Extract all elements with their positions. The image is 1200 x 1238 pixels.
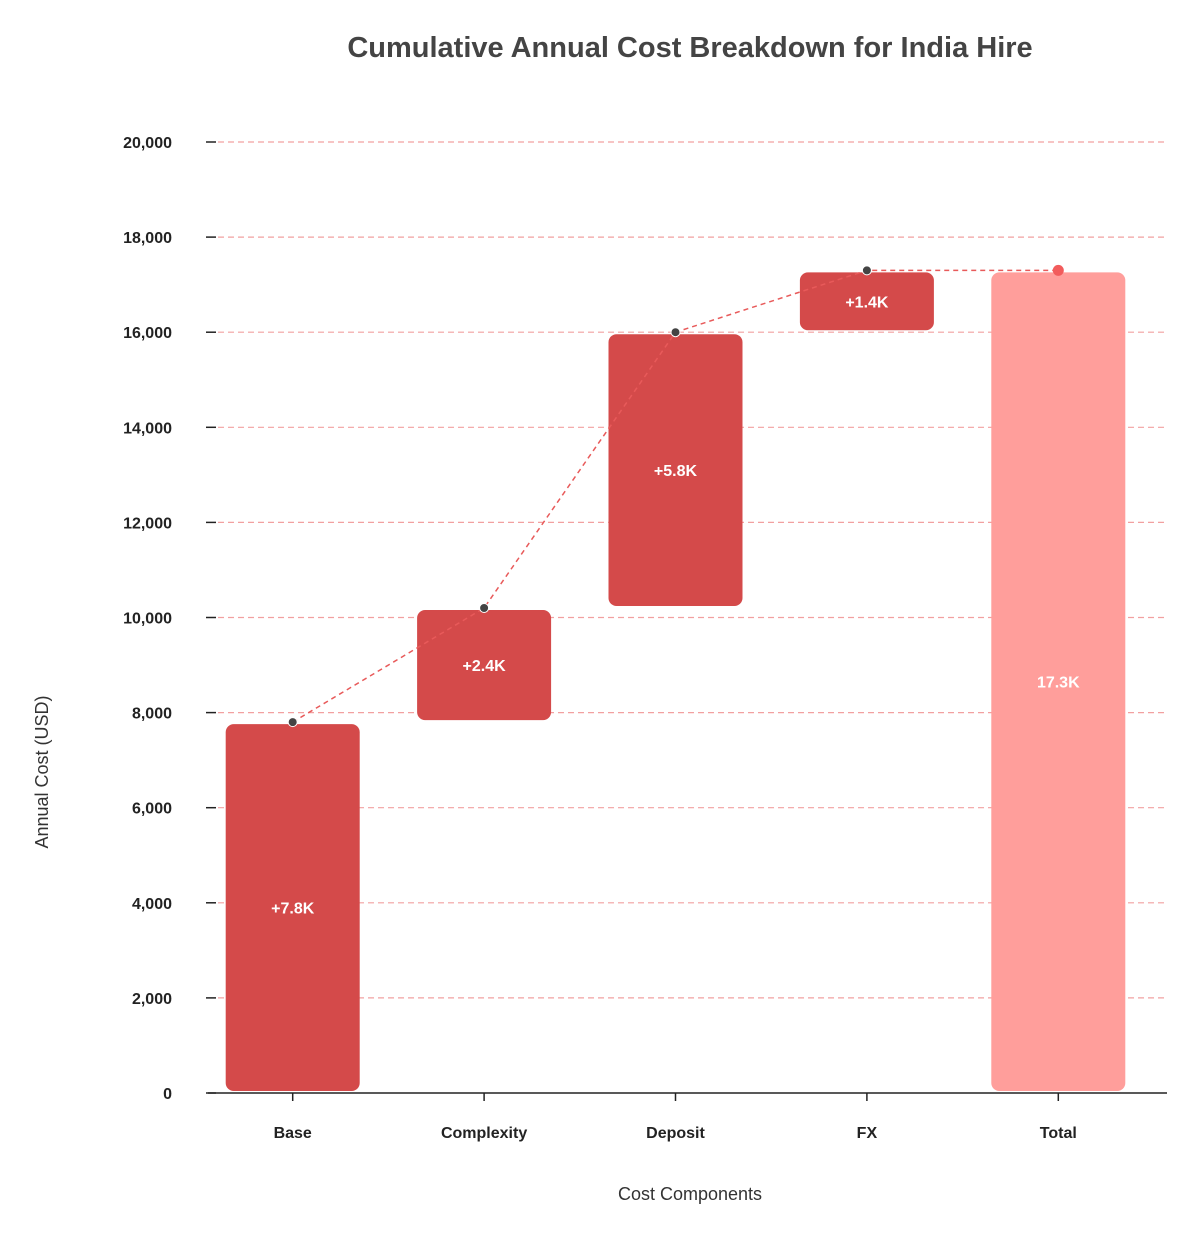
y-axis-title: Annual Cost (USD) [32,695,52,848]
bar-total [991,272,1126,1091]
y-tick-label: 4,000 [132,896,172,913]
x-axis: Base Complexity Deposit FX Total [208,1092,1167,1142]
connector-line [287,264,1064,728]
y-tick-label: 12,000 [123,515,172,532]
x-tick-label-complexity: Complexity [441,1125,527,1142]
y-tick-label: 2,000 [132,991,172,1008]
x-tick-label-total: Total [1040,1125,1077,1142]
bar-labels: +7.8K +2.4K +5.8K +1.4K 17.3K [271,294,1080,917]
data-label-fx: +1.4K [845,294,889,311]
y-tick-label: 14,000 [123,420,172,437]
y-tick-label: 20,000 [123,135,172,152]
x-tick-label-base: Base [274,1125,312,1142]
data-label-base: +7.8K [271,901,315,918]
data-label-deposit: +5.8K [654,463,698,480]
y-tick-label: 8,000 [132,706,172,723]
bar-fx [799,272,934,331]
y-tick-label: 10,000 [123,611,172,628]
cumulative-point-complexity [479,602,490,613]
cumulative-point-base [287,717,298,728]
y-tick-label: 6,000 [132,801,172,818]
y-axis: 0 2,000 4,000 6,000 8,000 10,000 12,000 14,000 1… [123,135,216,1103]
cumulative-point-total [1052,264,1064,276]
bar-base [225,724,360,1091]
bar-deposit [608,334,743,606]
x-axis-title: Cost Components [618,1184,762,1204]
data-label-complexity: +2.4K [463,658,507,675]
cumulative-point-fx [861,265,872,276]
y-tick-label: 16,000 [123,325,172,342]
cumulative-point-deposit [670,327,681,338]
y-tick-label: 18,000 [123,230,172,247]
data-label-total: 17.3K [1037,675,1080,692]
x-tick-label-deposit: Deposit [646,1125,705,1142]
y-tick-label: 0 [163,1086,172,1103]
bars [225,272,1126,1091]
x-tick-label-fx: FX [857,1125,878,1142]
chart-title: Cumulative Annual Cost Breakdown for Ind… [347,32,1032,64]
bar-complexity [417,609,552,721]
